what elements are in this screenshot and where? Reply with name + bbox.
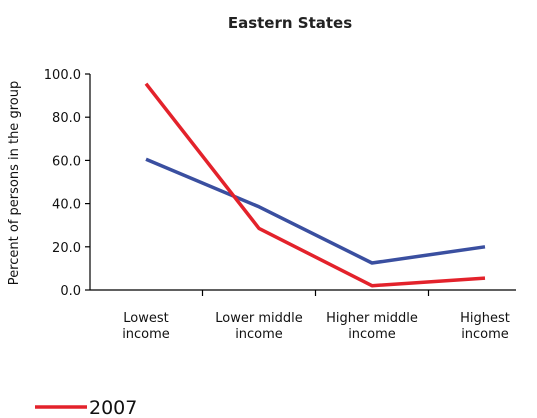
- chart-title: Eastern States: [228, 14, 352, 32]
- legend: 2007: [35, 397, 137, 418]
- x-tick-label-line: income: [348, 327, 396, 342]
- y-tick-label: 80.0: [52, 111, 81, 126]
- x-tick-label: Lower middle income: [215, 311, 302, 342]
- x-tick-label-line: income: [461, 327, 509, 342]
- series-line-0: [145, 157, 486, 265]
- y-tick-label: 100.0: [44, 68, 81, 83]
- y-tick-label: 40.0: [52, 198, 81, 213]
- y-tick-label: 60.0: [52, 154, 81, 169]
- x-tick-label: Higher middle income: [326, 311, 418, 342]
- x-tick-label-line: Lower middle: [215, 311, 302, 326]
- y-tick-label: 20.0: [52, 241, 81, 256]
- series-line-1: [144, 82, 486, 288]
- x-tick-label-line: income: [235, 327, 283, 342]
- x-tick-label-line: Lowest: [123, 311, 168, 326]
- y-ticks: 0.0 20.0 40.0 60.0 80.0 100.0: [44, 68, 90, 299]
- legend-label: 2007: [89, 397, 137, 418]
- x-tick-label-line: Higher middle: [326, 311, 418, 326]
- series-lines: [144, 82, 486, 288]
- x-tick-label: Highest income: [460, 311, 510, 342]
- y-tick-label: 0.0: [60, 284, 81, 299]
- x-tick-label-line: Highest: [460, 311, 510, 326]
- y-axis-label: Percent of persons in the group: [7, 81, 22, 285]
- x-tick-label-line: income: [122, 327, 170, 342]
- x-tick-label: Lowest income: [122, 311, 170, 342]
